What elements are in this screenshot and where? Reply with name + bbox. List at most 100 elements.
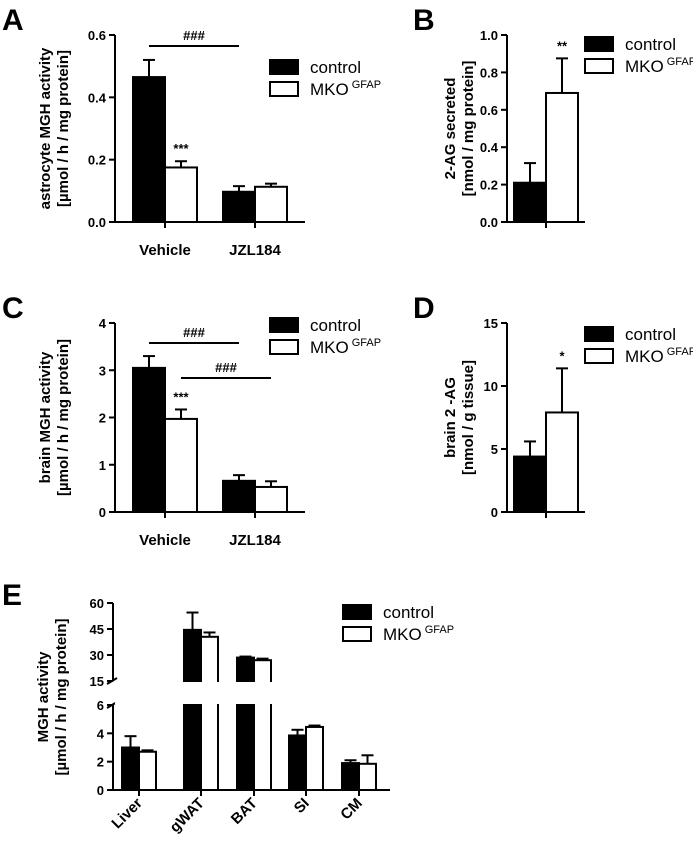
bar <box>305 725 324 791</box>
y-tick-label: 0.4 <box>480 140 499 155</box>
y-tick-label: 30 <box>90 648 104 663</box>
legend-label-mko: MKO <box>383 625 422 644</box>
legend-swatch-control <box>584 326 614 342</box>
legend-swatch-mko <box>584 58 614 74</box>
y-tick-label: 2 <box>99 411 106 426</box>
bar <box>254 485 288 513</box>
bar <box>236 656 255 791</box>
panel-label: D <box>413 292 435 325</box>
y-axis-label-line: [µmol / h / mg protein] <box>55 50 72 207</box>
y-tick-label: 0.6 <box>480 103 498 118</box>
bar <box>253 659 272 792</box>
x-tick-label: gWAT <box>167 795 208 836</box>
bar <box>513 181 547 223</box>
bar <box>358 762 377 792</box>
y-tick-label: 0.2 <box>88 153 106 168</box>
x-tick-label: BAT <box>228 795 261 828</box>
y-tick-label: 5 <box>491 442 498 457</box>
legend-label-control: control <box>310 58 361 77</box>
x-tick-label: Liver <box>108 795 145 832</box>
y-axis-label-line: astrocyte MGH activity <box>37 47 54 209</box>
panel-c: C 0 1 2 3 4 Vehicle JZL184 *** ### ### brain MGH ac… <box>2 292 381 549</box>
y-tick-label: 4 <box>99 316 107 331</box>
legend-label-mko-superscript: GFAP <box>352 337 381 349</box>
bar <box>200 635 219 791</box>
y-axis-label: brain 2 -AG [nmol / g tissue] <box>442 360 477 475</box>
legend-label-control: control <box>383 603 434 622</box>
y-tick-label: 45 <box>90 622 104 637</box>
legend-swatch-control <box>584 36 614 52</box>
significance-label: *** <box>173 389 189 404</box>
legend-label-mko: MKO <box>310 80 349 99</box>
x-tick-label: CM <box>337 795 366 824</box>
legend: control MKO GFAP <box>584 325 693 366</box>
panel-label: C <box>2 292 24 325</box>
y-axis-label-line: brain 2 -AG <box>442 377 459 458</box>
legend: control MKO GFAP <box>269 316 381 357</box>
x-tick-label: Vehicle <box>139 242 191 259</box>
significance-label: ** <box>557 38 568 53</box>
y-tick-label: 0 <box>491 505 498 520</box>
legend-label-mko-superscript: GFAP <box>667 56 693 68</box>
bar <box>288 734 307 791</box>
panel-e: E 0 2 4 6 15 30 45 60 Liver gWAT BAT SI CM MGH activit… <box>2 579 454 836</box>
panel-label: E <box>2 579 22 612</box>
y-tick-label: 1 <box>99 458 106 473</box>
y-tick-label: 15 <box>484 316 498 331</box>
y-axis-label-line: brain MGH activity <box>37 351 54 483</box>
y-axis-label: MGH activity [µmol / h / mg protein] <box>35 619 70 776</box>
significance-label: ### <box>215 360 237 375</box>
y-axis-label-line: [µmol / h / mg protein] <box>53 619 70 776</box>
y-tick-label: 0 <box>97 783 104 798</box>
legend-label-mko: MKO <box>625 347 664 366</box>
y-axis-label-line: MGH activity <box>35 651 52 743</box>
legend-label-mko-superscript: GFAP <box>352 79 381 91</box>
x-tick-label: JZL184 <box>229 242 281 259</box>
y-axis-label: brain MGH activity [µmol / h / mg protein… <box>37 339 72 496</box>
bar <box>164 417 198 514</box>
y-axis-label: 2-AG secreted [nmol / mg protein] <box>442 61 477 197</box>
legend-swatch-mko <box>342 626 372 642</box>
bar <box>138 750 157 791</box>
y-tick-label: 0.2 <box>480 178 498 193</box>
legend-label-control: control <box>310 316 361 335</box>
bar <box>132 366 166 514</box>
y-tick-label: 10 <box>484 379 498 394</box>
y-tick-label: 15 <box>90 674 104 689</box>
x-tick-label: SI <box>291 795 313 817</box>
significance-label: ### <box>183 28 205 43</box>
y-tick-label: 3 <box>99 363 106 378</box>
y-tick-label: 0.6 <box>88 28 106 43</box>
bar <box>183 628 202 791</box>
y-tick-label: 4 <box>97 726 105 741</box>
legend: control MKO GFAP <box>269 58 381 99</box>
y-axis-label-line: [µmol / h / mg protein] <box>55 339 72 496</box>
axis-break-gap <box>115 682 390 704</box>
y-axis-label-line: 2-AG secreted <box>442 78 459 180</box>
y-axis-label-line: [nmol / g tissue] <box>460 360 477 475</box>
panel-d: D 0 5 10 15 * brain 2 -AG [nmol / g tissue] cont… <box>413 292 693 520</box>
panel-b: B 0.0 0.2 0.4 0.6 0.8 1.0 ** 2-AG secreted [nmol … <box>413 4 693 230</box>
legend: control MKO GFAP <box>584 35 693 76</box>
x-tick-label: Vehicle <box>139 532 191 549</box>
bar <box>222 190 256 223</box>
panel-a: A 0.0 0.2 0.4 0.6 Vehicle JZL184 *** ### astrocyt… <box>2 4 381 259</box>
bar <box>121 746 140 791</box>
y-tick-label: 0.8 <box>480 65 498 80</box>
legend-swatch-mko <box>269 339 299 355</box>
significance-label: ### <box>183 325 205 340</box>
bar <box>164 166 198 223</box>
y-tick-label: 2 <box>97 755 104 770</box>
y-tick-label: 60 <box>90 596 104 611</box>
legend-swatch-mko <box>269 81 299 97</box>
panel-label: A <box>2 4 24 37</box>
bar <box>132 76 166 223</box>
legend-label-mko-superscript: GFAP <box>667 346 693 358</box>
x-tick-label: JZL184 <box>229 532 281 549</box>
y-tick-label: 0.4 <box>88 90 107 105</box>
y-tick-label: 1.0 <box>480 28 498 43</box>
legend-label-control: control <box>625 325 676 344</box>
legend-swatch-control <box>269 317 299 333</box>
legend: control MKO GFAP <box>342 603 454 644</box>
